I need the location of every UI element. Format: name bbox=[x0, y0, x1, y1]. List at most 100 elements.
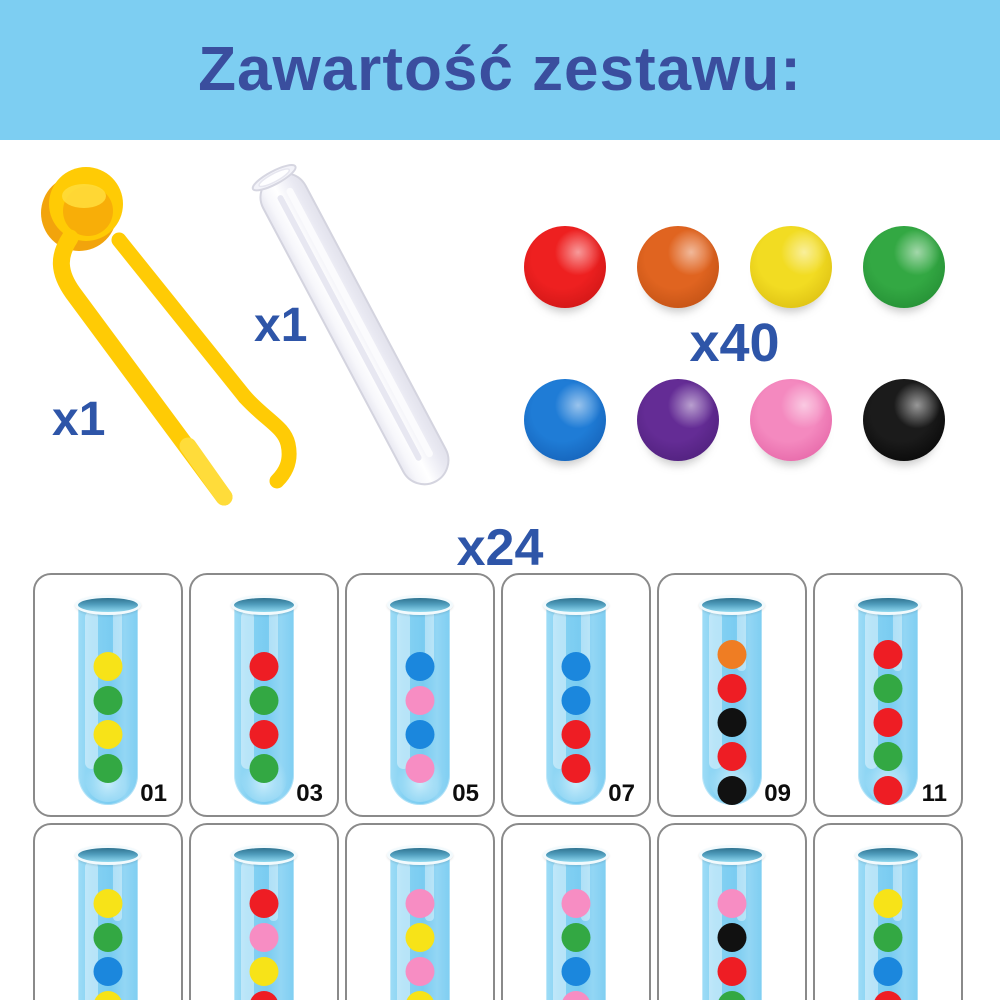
dot-stack bbox=[405, 889, 435, 1000]
dot-pink bbox=[561, 889, 591, 918]
dot-black bbox=[717, 776, 747, 805]
card bbox=[189, 823, 339, 1000]
tube-rim bbox=[543, 595, 609, 615]
cards-count-label: x24 bbox=[456, 519, 544, 577]
dot-stack bbox=[93, 652, 123, 783]
ball-green bbox=[863, 226, 945, 308]
dot-red bbox=[249, 720, 279, 749]
card-01: 01 bbox=[33, 573, 183, 817]
card-number: 01 bbox=[140, 780, 167, 807]
dot-blue bbox=[405, 720, 435, 749]
tube-rim bbox=[543, 845, 609, 865]
dot-red bbox=[873, 776, 903, 805]
dot-pink bbox=[405, 754, 435, 783]
dot-blue bbox=[93, 957, 123, 986]
ball-blue bbox=[524, 379, 606, 461]
header-banner: Zawartość zestawu: bbox=[0, 0, 1000, 140]
card-03: 03 bbox=[189, 573, 339, 817]
card-tube-graphic bbox=[387, 595, 453, 805]
card bbox=[657, 823, 807, 1000]
dot-yellow bbox=[93, 720, 123, 749]
card-09: 09 bbox=[657, 573, 807, 817]
dot-yellow bbox=[249, 957, 279, 986]
dot-red bbox=[717, 742, 747, 771]
tube-reflection bbox=[737, 859, 746, 921]
tube-reflection bbox=[581, 859, 590, 921]
dot-blue bbox=[561, 686, 591, 715]
dot-pink bbox=[249, 923, 279, 952]
card-05: 05 bbox=[345, 573, 495, 817]
dot-red bbox=[873, 708, 903, 737]
dot-red bbox=[717, 957, 747, 986]
tube-inner-line bbox=[277, 195, 422, 461]
dot-pink bbox=[405, 686, 435, 715]
dot-red bbox=[249, 889, 279, 918]
tube-reflection bbox=[425, 609, 434, 671]
card-tube-graphic bbox=[855, 595, 921, 805]
test-tube-graphic bbox=[251, 164, 450, 486]
card-tube-graphic bbox=[231, 845, 297, 1000]
dot-yellow bbox=[93, 991, 123, 1000]
card-tube-graphic bbox=[699, 595, 765, 805]
balls-count-label: x40 bbox=[689, 313, 780, 373]
card-number: 03 bbox=[296, 780, 323, 807]
ball-purple bbox=[637, 379, 719, 461]
tube-reflection bbox=[269, 859, 278, 921]
ball-yellow bbox=[750, 226, 832, 308]
tube-reflection bbox=[893, 859, 902, 921]
tube-reflection bbox=[113, 609, 122, 671]
card-tube-graphic bbox=[75, 595, 141, 805]
dot-red bbox=[249, 652, 279, 681]
tube-inner-highlight bbox=[286, 187, 433, 458]
dot-yellow bbox=[93, 652, 123, 681]
tweezers-graphic bbox=[41, 167, 297, 506]
dot-blue bbox=[561, 652, 591, 681]
ball-red bbox=[524, 226, 606, 308]
dot-green bbox=[873, 923, 903, 952]
dot-stack bbox=[717, 640, 747, 805]
dot-red bbox=[873, 640, 903, 669]
dot-green bbox=[873, 674, 903, 703]
page-title: Zawartość zestawu: bbox=[198, 35, 802, 104]
dot-yellow bbox=[405, 991, 435, 1000]
card-tube-graphic bbox=[75, 845, 141, 1000]
tube-opening-inner bbox=[258, 168, 291, 188]
dot-pink bbox=[405, 889, 435, 918]
dot-green bbox=[249, 686, 279, 715]
dot-green bbox=[93, 686, 123, 715]
tube-rim bbox=[855, 595, 921, 615]
balls-section: x40 bbox=[524, 226, 945, 461]
tube-rim bbox=[75, 845, 141, 865]
ball-black bbox=[863, 379, 945, 461]
tweezers-right-arm-hook bbox=[237, 389, 297, 489]
card-number: 11 bbox=[921, 780, 947, 807]
tube-rim bbox=[699, 595, 765, 615]
card-tube-graphic bbox=[387, 845, 453, 1000]
tube-rim bbox=[75, 595, 141, 615]
dot-black bbox=[717, 923, 747, 952]
dot-pink bbox=[405, 957, 435, 986]
dot-stack bbox=[249, 889, 279, 1000]
tube-count-label: x1 bbox=[254, 299, 308, 352]
card bbox=[33, 823, 183, 1000]
card-tube-graphic bbox=[543, 595, 609, 805]
tube-reflection bbox=[425, 859, 434, 921]
dot-green bbox=[873, 742, 903, 771]
balls-top-row bbox=[524, 226, 945, 308]
tweezers-left-arm-tip bbox=[179, 437, 233, 506]
dot-stack bbox=[873, 640, 903, 805]
dot-stack bbox=[405, 652, 435, 783]
tweezers-cup-highlight bbox=[62, 184, 106, 208]
dot-green bbox=[93, 754, 123, 783]
dot-stack bbox=[873, 889, 903, 1000]
dot-stack bbox=[561, 889, 591, 1000]
card-number: 07 bbox=[608, 780, 635, 807]
ball-pink bbox=[750, 379, 832, 461]
dot-green bbox=[249, 754, 279, 783]
dot-stack bbox=[249, 652, 279, 783]
dot-blue bbox=[405, 652, 435, 681]
tweezers-right-arm bbox=[111, 232, 253, 405]
card-tube-graphic bbox=[699, 845, 765, 1000]
dot-green bbox=[93, 923, 123, 952]
